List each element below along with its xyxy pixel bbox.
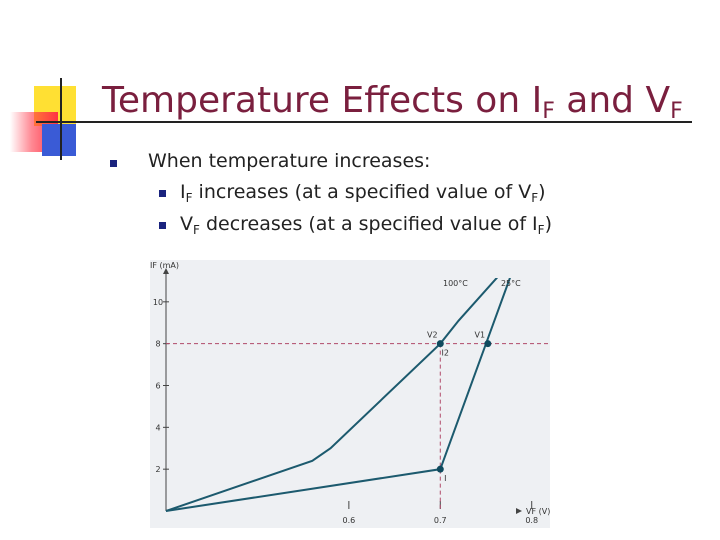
marker-label-i2: I2: [442, 349, 449, 358]
x-axis-arrow-icon: [516, 508, 522, 514]
bullet-sub-vf-sub1: F: [193, 223, 200, 237]
bullet-sub-vf: VF decreases (at a specified value of IF…: [180, 213, 552, 237]
bullet-sub-vf-pre: V: [180, 213, 193, 235]
bullet-sub-if-mid: increases (at a specified value of V: [192, 181, 532, 203]
bullet-sub-if-post: ): [538, 181, 546, 203]
x-tick-label-0.8: 0.8: [525, 516, 538, 525]
decor-blue-square: [42, 124, 76, 156]
title-subscript-2: F: [670, 99, 683, 124]
bullet-sub-if-sub1: F: [185, 191, 193, 205]
title-text-mid: and V: [554, 80, 671, 121]
bullet-sub-if-pre: I: [180, 181, 186, 203]
title-subscript-1: F: [542, 99, 555, 124]
y-tick-label-2: 2: [155, 465, 160, 474]
x-tick-label-0.6: 0.6: [342, 516, 355, 525]
bullet-square-icon: [110, 160, 117, 167]
bullet-main-text: When temperature increases:: [148, 150, 431, 172]
bullet-sub-if: IF increases (at a specified value of VF…: [180, 181, 546, 205]
y-axis-label: IF (mA): [150, 261, 179, 270]
marker-label-v1: V1: [475, 331, 486, 340]
series-label-100c: 100°C: [443, 279, 468, 288]
x-axis-label: VF (V): [526, 507, 550, 516]
y-tick-label-10: 10: [153, 298, 163, 307]
series-line-100c: [165, 278, 499, 512]
point-i: [436, 465, 444, 473]
title-underline: [36, 121, 692, 123]
y-axis-arrow-icon: [163, 268, 169, 274]
y-tick-label-8: 8: [155, 340, 160, 349]
x-tick-label-0.7: 0.7: [434, 516, 447, 525]
title-text: Temperature Effects on I: [102, 80, 543, 121]
marker-label-v2: V2: [427, 331, 438, 340]
bullet-sub-if-sub2: F: [531, 191, 539, 205]
bullet-sub-vf-post: ): [544, 213, 552, 235]
bullet-sub-vf-sub2: F: [537, 223, 545, 237]
bullet-square-icon: [159, 190, 166, 197]
bullet-main: When temperature increases:: [148, 150, 430, 172]
series-label-25c: 25°C: [501, 279, 521, 288]
decor-vertical-line: [60, 78, 62, 160]
point-v2: [436, 340, 444, 348]
bullet-sub-vf-mid: decreases (at a specified value of I: [199, 213, 538, 235]
y-tick-label-6: 6: [155, 382, 160, 391]
slide-title: Temperature Effects on IF and VF: [102, 80, 683, 124]
diode-iv-chart: 2 4 6 8 10 0.6 0.7 0.8 IF (mA) VF (V) 100°C 25°C V2 V…: [150, 260, 550, 528]
y-tick-label-4: 4: [155, 423, 160, 432]
point-v1: [484, 340, 492, 348]
bullet-square-icon: [159, 222, 166, 229]
marker-label-i: I: [444, 474, 446, 483]
series-line-25c: [165, 278, 511, 512]
